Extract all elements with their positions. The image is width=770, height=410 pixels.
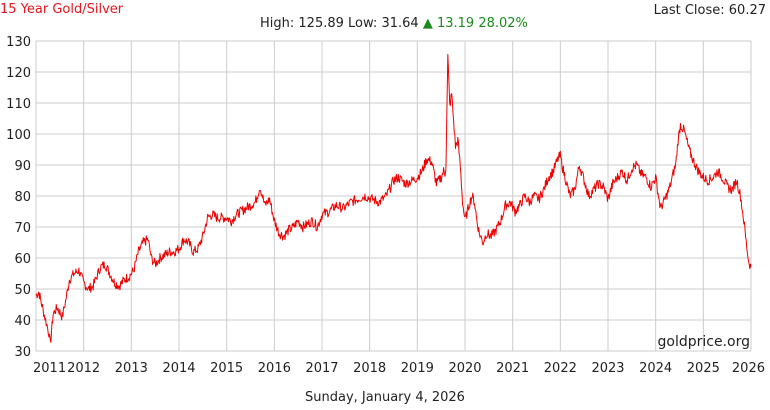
y-tick-label: 130	[6, 35, 31, 50]
price-stats: High: 125.89 Low: 31.64 ▲ 13.19 28.02%	[260, 16, 528, 31]
y-tick-label: 90	[14, 159, 31, 174]
x-tick-label: 2022	[544, 361, 577, 376]
x-tick-label: 2017	[305, 361, 338, 376]
low-label: Low:	[348, 16, 378, 31]
up-arrow-icon: ▲	[422, 16, 433, 31]
x-tick-label: 2015	[210, 361, 243, 376]
chart-tick-labels: 30 40 50 60 70 80 90 100 110 120 130 2011 2012 2013 20…	[6, 35, 765, 376]
change-value: 13.19	[436, 16, 475, 31]
x-tick-label: 2023	[591, 361, 624, 376]
change-percent: 28.02%	[478, 16, 528, 31]
high-label: High:	[260, 16, 295, 31]
chart-title: 15 Year Gold/Silver	[0, 2, 124, 17]
x-tick-label: 2020	[448, 361, 481, 376]
last-close-label: Last Close:	[653, 3, 725, 18]
last-close-value: 60.27	[728, 3, 766, 18]
x-tick-label: 2011	[33, 361, 66, 376]
high-value: 125.89	[298, 16, 344, 31]
x-tick-label: 2019	[401, 361, 434, 376]
y-tick-label: 120	[6, 66, 31, 81]
x-tick-label: 2025	[687, 361, 720, 376]
chart-series	[35, 53, 752, 343]
y-tick-label: 60	[14, 252, 31, 267]
y-tick-label: 100	[6, 128, 31, 143]
ratio-series-line	[35, 53, 752, 343]
x-tick-label: 2021	[496, 361, 529, 376]
last-close: Last Close: 60.27	[654, 3, 766, 18]
x-tick-label: 2026	[732, 361, 765, 376]
y-tick-label: 80	[14, 190, 31, 205]
x-tick-label: 2018	[353, 361, 386, 376]
y-tick-label: 50	[14, 283, 31, 298]
x-tick-label: 2016	[258, 361, 291, 376]
chart-date: Sunday, January 4, 2026	[305, 390, 465, 405]
x-tick-label: 2012	[67, 361, 100, 376]
x-tick-label: 2024	[639, 361, 672, 376]
y-tick-label: 110	[6, 97, 31, 112]
y-tick-label: 30	[14, 345, 31, 360]
low-value: 31.64	[381, 16, 419, 31]
y-tick-label: 70	[14, 221, 31, 236]
chart-grid	[35, 40, 752, 352]
y-tick-label: 40	[14, 314, 31, 329]
source-watermark: goldprice.org	[657, 334, 750, 350]
x-tick-label: 2013	[115, 361, 148, 376]
x-tick-label: 2014	[162, 361, 195, 376]
